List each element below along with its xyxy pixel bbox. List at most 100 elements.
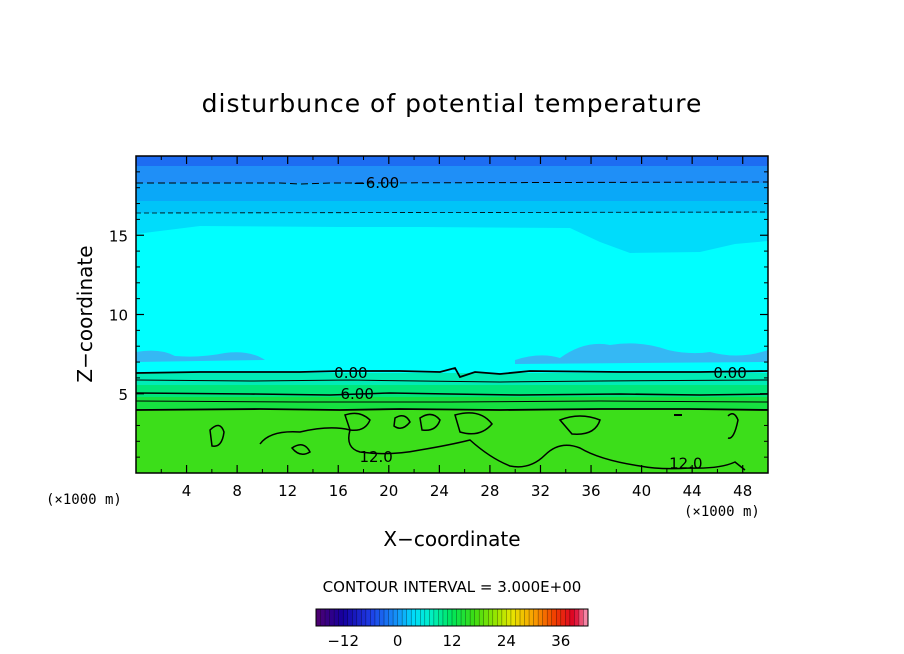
colorbar-cell <box>374 609 380 626</box>
colorbar-cell <box>415 609 421 626</box>
colorbar-cell <box>452 609 457 626</box>
field-patch-minus-right <box>515 343 768 364</box>
field-band-3 <box>136 373 768 385</box>
contour-12-island-2 <box>290 444 311 455</box>
x-tick-label: 4 <box>182 482 192 500</box>
contour-minus-3 <box>136 211 768 214</box>
x-tick-label: 8 <box>232 482 242 500</box>
contour-label: 0.00 <box>334 364 367 382</box>
colorbar-cell <box>388 609 394 626</box>
colorbar-cell <box>470 609 475 626</box>
colorbar-cell <box>442 609 448 626</box>
field-patch-minus-left <box>136 350 265 362</box>
contour-3 <box>136 379 768 383</box>
colorbar-cell <box>325 609 330 626</box>
colorbar-cell <box>316 609 321 626</box>
colorbar-cell <box>529 609 534 626</box>
x-tick-label: 36 <box>581 482 600 500</box>
colorbar-cell <box>547 609 553 626</box>
contour-12-edge <box>727 413 739 439</box>
x-tick-label: 48 <box>733 482 752 500</box>
contour-12-island-5 <box>419 413 441 432</box>
colorbar-cell <box>520 609 525 626</box>
colorbar-cell <box>438 609 444 626</box>
contour-interval: CONTOUR INTERVAL = 3.000E+00 <box>323 578 582 596</box>
colorbar-cell <box>515 609 521 626</box>
colorbar-cell <box>429 609 435 626</box>
x-tick-label: 40 <box>632 482 651 500</box>
colorbar-cell <box>461 609 466 626</box>
colorbar-tick-label: 24 <box>497 632 516 650</box>
colorbar-cell <box>352 609 358 626</box>
colorbar-tick-label: −12 <box>327 632 359 650</box>
colorbar-tick-label: 36 <box>551 632 570 650</box>
colorbar-cell <box>384 609 389 626</box>
colorbar-cell <box>560 609 566 626</box>
contour-12-top <box>136 408 768 411</box>
colorbar-cell <box>343 609 349 626</box>
contour-12-island-1 <box>209 424 225 447</box>
colorbar-cell <box>556 609 562 626</box>
colorbar-tick-label: 12 <box>442 632 461 650</box>
colorbar <box>315 609 589 626</box>
filled-contours <box>136 156 768 473</box>
x-unit-right: (×1000 m) <box>684 504 760 520</box>
field-band-minus-6 <box>136 166 768 183</box>
colorbar-cell <box>447 609 453 626</box>
colorbar-cell <box>533 609 539 626</box>
colorbar-cell <box>583 609 589 626</box>
contour-12-island-3 <box>344 412 371 432</box>
x-tick-label: 12 <box>278 482 297 500</box>
field-band-minus-3 <box>136 201 768 213</box>
field-band-minus-1 <box>136 213 768 253</box>
contour-12-island-6 <box>454 412 493 435</box>
field-band-minus-4 <box>136 183 768 201</box>
colorbar-cell <box>542 609 548 626</box>
x-tick-label: 20 <box>379 482 398 500</box>
contour-lines <box>136 181 768 471</box>
colorbar-cell <box>320 609 326 626</box>
colorbar-cell <box>501 609 507 626</box>
contour-6 <box>136 392 768 396</box>
colorbar-cell <box>574 609 580 626</box>
colorbar-cell <box>393 609 398 626</box>
y-tick-label: 15 <box>109 227 128 245</box>
contour-zero <box>136 366 768 379</box>
colorbar-cell <box>356 609 362 626</box>
colorbar-cell <box>397 609 403 626</box>
contour-12-island-4 <box>393 415 411 429</box>
colorbar-cell <box>565 609 571 626</box>
x-tick-label: 28 <box>480 482 499 500</box>
x-axis-ticks: 4 8 12 16 20 24 28 32 36 40 44 48 <box>160 156 752 500</box>
colorbar-cell <box>420 609 426 626</box>
colorbar-frame <box>315 608 589 627</box>
colorbar-cell <box>569 609 575 626</box>
colorbar-cell <box>411 609 417 626</box>
chart-title: disturbunce of potential temperature <box>202 89 703 118</box>
colorbar-cell <box>433 609 439 626</box>
contour-label: 0.00 <box>713 364 746 382</box>
colorbar-cell <box>578 609 584 626</box>
colorbar-cell <box>497 609 503 626</box>
colorbar-cell <box>524 609 530 626</box>
colorbar-ticks: −12 0 12 24 36 <box>327 632 570 650</box>
colorbar-cell <box>329 609 335 626</box>
contour-12-lower <box>259 427 746 471</box>
contour-label: 12.0 <box>669 454 702 472</box>
x-tick-label: 44 <box>683 482 702 500</box>
colorbar-cell <box>365 609 371 626</box>
colorbar-cell <box>474 609 480 626</box>
x-axis-label: X−coordinate <box>383 527 520 551</box>
colorbar-cell <box>379 609 385 626</box>
colorbar-cell <box>506 609 512 626</box>
y-axis-label: Z−coordinate <box>73 245 97 382</box>
colorbar-cell <box>483 609 489 626</box>
colorbar-cell <box>338 609 344 626</box>
x-unit-left: (×1000 m) <box>46 492 122 508</box>
colorbar-cell <box>347 609 353 626</box>
colorbar-cell <box>492 609 498 626</box>
colorbar-cell <box>510 609 516 626</box>
colorbar-cell <box>465 609 471 626</box>
colorbar-cell <box>488 609 494 626</box>
